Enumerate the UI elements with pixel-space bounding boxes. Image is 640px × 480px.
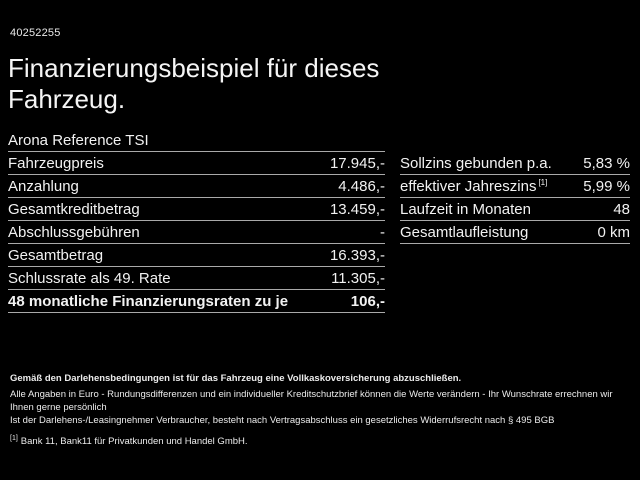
table-row-monthly-rate: 48 monatliche Finanzierungsraten zu je 1… xyxy=(8,290,385,313)
table-row-schlussrate: Schlussrate als 49. Rate 11.305,- xyxy=(8,267,385,290)
row-value: - xyxy=(380,223,385,241)
row-label: Gesamtlaufleistung xyxy=(400,223,529,241)
footnote-text: Bank 11, Bank11 für Privatkunden und Han… xyxy=(20,436,248,448)
disclaimer-line-2: Ist der Darlehens-/Leasingnehmer Verbrau… xyxy=(10,415,555,426)
table-row-gesamtlaufleistung: Gesamtlaufleistung 0 km xyxy=(400,221,630,244)
table-row-vehicle-model: Arona Reference TSI xyxy=(8,129,385,152)
footnote-marker: [1] xyxy=(538,177,548,187)
row-label: Gesamtkreditbetrag xyxy=(8,200,140,218)
page-title: Finanzierungsbeispiel für dieses Fahrzeu… xyxy=(8,53,380,114)
table-row-gesamtkreditbetrag: Gesamtkreditbetrag 13.459,- xyxy=(8,198,385,221)
row-value: 106,- xyxy=(350,292,385,310)
row-value: 4.486,- xyxy=(338,177,385,195)
row-value: 5,83 % xyxy=(583,154,630,172)
row-label: Schlussrate als 49. Rate xyxy=(8,269,171,287)
footnote-marker: [1] xyxy=(10,435,18,442)
bank-footnote: [1] Bank 11, Bank11 für Privatkunden und … xyxy=(10,432,632,448)
disclaimer-line-1: Alle Angaben in Euro - Rundungsdifferenz… xyxy=(10,389,613,413)
vehicle-model-label: Arona Reference TSI xyxy=(8,131,149,149)
row-value: 48 xyxy=(613,200,630,218)
table-row-gesamtbetrag: Gesamtbetrag 16.393,- xyxy=(8,244,385,267)
legal-footer: Gemäß den Darlehensbedingungen ist für d… xyxy=(10,372,632,448)
row-label: 48 monatliche Finanzierungsraten zu je xyxy=(8,292,289,310)
table-row-laufzeit: Laufzeit in Monaten 48 xyxy=(400,198,630,221)
row-value: 11.305,- xyxy=(331,269,385,287)
insurance-note: Gemäß den Darlehensbedingungen ist für d… xyxy=(10,373,462,384)
vehicle-id-number: 40252255 xyxy=(10,27,61,39)
table-row-abschlussgebuehren: Abschlussgebühren - xyxy=(8,221,385,244)
row-label: Anzahlung xyxy=(8,177,79,195)
table-row-fahrzeugpreis: Fahrzeugpreis 17.945,- xyxy=(8,152,385,175)
row-value: 5,99 % xyxy=(583,177,630,195)
row-value: 16.393,- xyxy=(329,246,385,264)
conditions-table: Sollzins gebunden p.a. 5,83 % effektiver… xyxy=(400,152,630,244)
row-label: Laufzeit in Monaten xyxy=(400,200,531,218)
row-value: 17.945,- xyxy=(329,154,385,172)
finance-table: Arona Reference TSI Fahrzeugpreis 17.945… xyxy=(8,129,385,313)
table-row-sollzins: Sollzins gebunden p.a. 5,83 % xyxy=(400,152,630,175)
row-value: 13.459,- xyxy=(329,200,385,218)
row-label: Sollzins gebunden p.a. xyxy=(400,154,552,172)
table-row-effektiver-jahreszins: effektiver Jahreszins [1] 5,99 % xyxy=(400,175,630,198)
row-value: 0 km xyxy=(597,223,630,241)
row-label: Fahrzeugpreis xyxy=(8,154,104,172)
row-label: Abschlussgebühren xyxy=(8,223,140,241)
row-label: effektiver Jahreszins [1] xyxy=(400,177,548,195)
row-label: Gesamtbetrag xyxy=(8,246,104,264)
table-row-anzahlung: Anzahlung 4.486,- xyxy=(8,175,385,198)
